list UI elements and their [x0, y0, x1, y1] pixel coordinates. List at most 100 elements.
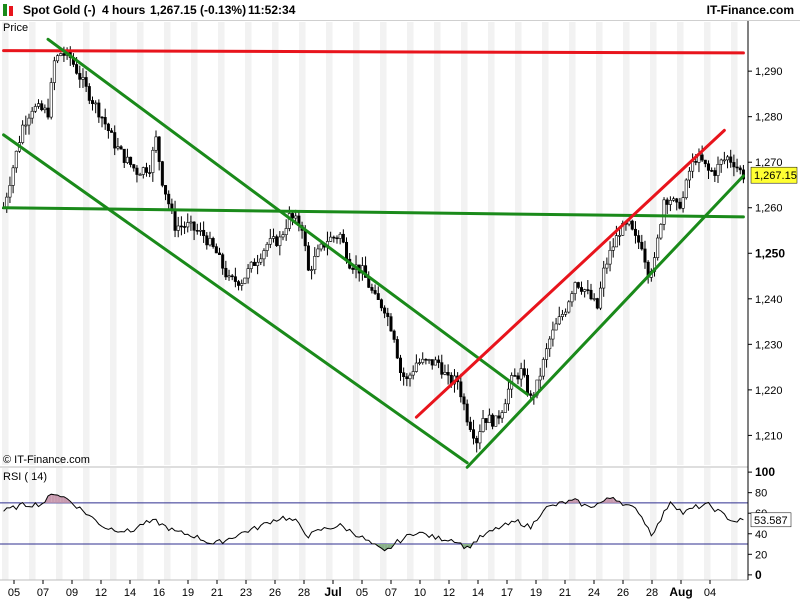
candle-body: [5, 196, 9, 209]
timeframe: 4 hours: [102, 3, 146, 17]
candle-body: [52, 60, 56, 83]
price-pane-label: Price: [3, 22, 28, 34]
x-tick-label: 16: [153, 587, 165, 599]
candle-body: [202, 229, 206, 237]
candle-body: [11, 167, 15, 186]
rsi-overbought-fill: [568, 500, 572, 503]
candle-body: [583, 289, 587, 292]
candle-body: [719, 159, 723, 165]
candle-body: [103, 117, 107, 125]
candle-body: [700, 154, 704, 161]
candle-body: [395, 339, 399, 359]
rsi-overbought-fill: [606, 497, 611, 503]
candle-body: [192, 221, 196, 231]
candle-body: [252, 261, 256, 266]
session-band: [542, 22, 549, 465]
green-trendline: [46, 37, 529, 396]
candle-body: [411, 371, 415, 376]
rsi-last-label: 53.587: [754, 515, 788, 527]
y-tick-label: 1,290: [755, 66, 783, 78]
session-band: [650, 22, 657, 465]
candle-body: [614, 235, 618, 248]
candle-body: [732, 162, 736, 168]
candle-body: [160, 161, 164, 186]
candle-body: [418, 362, 422, 364]
rsi-overbought-fill: [51, 494, 55, 503]
session-band: [326, 22, 333, 465]
session-band: [353, 468, 360, 580]
candle-body: [62, 53, 66, 56]
candle-body: [491, 414, 495, 427]
candle-body: [227, 275, 231, 278]
x-tick-label: 23: [240, 587, 252, 599]
candle-body: [722, 159, 726, 162]
candle-body: [379, 299, 383, 309]
candle-body: [310, 269, 314, 271]
candle-body: [560, 314, 564, 317]
candle-body: [497, 415, 501, 419]
session-band: [515, 468, 522, 580]
candle-body: [443, 372, 447, 375]
candle-body: [278, 236, 282, 246]
candle-body: [484, 418, 488, 423]
session-band: [299, 468, 306, 580]
session-band: [353, 22, 360, 465]
candle-body: [430, 359, 434, 366]
session-band: [218, 22, 225, 465]
candle-body: [256, 261, 260, 266]
x-tick-label: 19: [182, 587, 194, 599]
candle-body: [503, 403, 507, 413]
green-trendline: [2, 206, 745, 219]
candle-body: [94, 102, 98, 105]
rsi-tick-label: 20: [755, 549, 767, 561]
candle-body: [541, 359, 545, 377]
candle-body: [726, 156, 730, 161]
candle-body: [567, 301, 571, 313]
rsi-overbought-fill: [60, 496, 64, 503]
session-band: [704, 22, 711, 465]
candle-body: [538, 375, 542, 381]
candle-body: [665, 199, 669, 205]
session-band: [56, 22, 63, 465]
candle-body: [478, 431, 482, 444]
x-tick-label: 17: [501, 587, 513, 599]
candle-body: [468, 421, 472, 430]
x-tick-label: 07: [385, 587, 397, 599]
candle-body: [605, 263, 609, 269]
candle-body: [173, 209, 177, 231]
session-band: [434, 22, 441, 465]
candle-body: [599, 287, 603, 309]
y-tick-label: 1,280: [755, 112, 783, 124]
candle-body: [513, 375, 517, 377]
candle-body: [205, 235, 209, 246]
candle-body: [75, 64, 79, 74]
session-band: [569, 468, 576, 580]
rsi-tick-label: 100: [755, 465, 775, 479]
candle-body: [224, 267, 228, 278]
candle-body: [643, 248, 647, 263]
candle-body: [81, 77, 85, 80]
candle-body: [576, 282, 580, 288]
session-bands: [2, 22, 738, 580]
session-band: [542, 468, 549, 580]
candle-body: [519, 368, 523, 380]
candle-body: [132, 164, 136, 169]
candle-body: [427, 359, 431, 361]
candle-body: [141, 167, 145, 175]
candle-body: [30, 110, 34, 119]
session-band: [461, 22, 468, 465]
candle-body: [259, 258, 263, 263]
candle-body: [608, 249, 612, 265]
candle-body: [319, 243, 323, 250]
candle-body: [370, 287, 374, 291]
candle-body: [398, 357, 402, 373]
candle-body: [341, 233, 345, 243]
session-band: [704, 468, 711, 580]
x-tick-label: 28: [646, 587, 658, 599]
candle-body: [678, 201, 682, 209]
candle-body: [144, 167, 148, 173]
red-trendline: [2, 49, 745, 55]
last-price-marker: [750, 166, 798, 184]
rsi-overbought-fill: [571, 498, 576, 503]
